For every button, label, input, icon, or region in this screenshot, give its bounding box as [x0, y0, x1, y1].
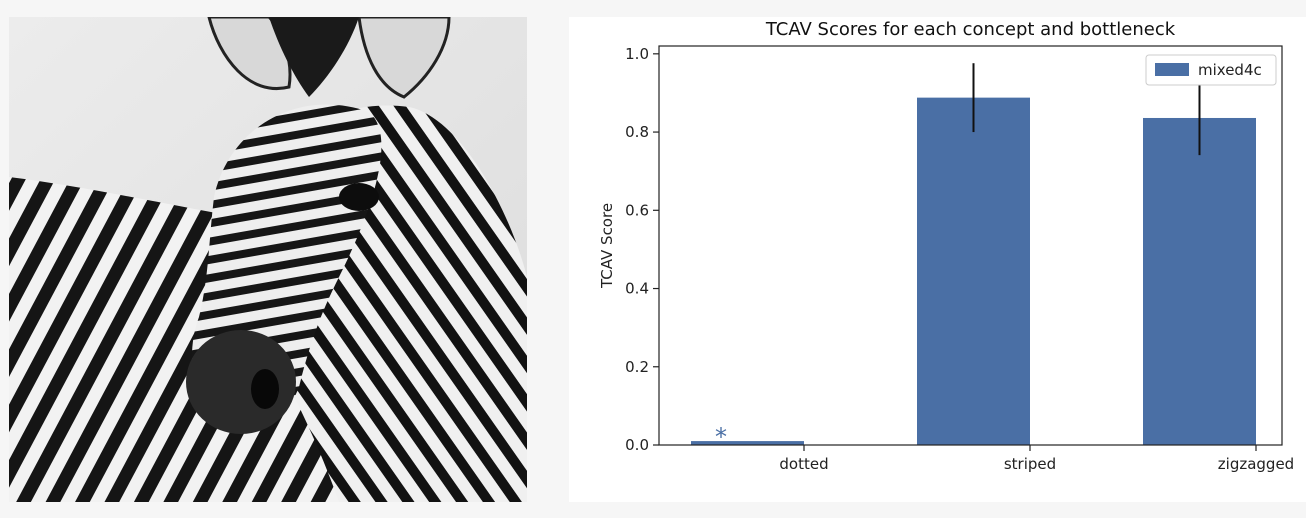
y-tick-label: 1.0 — [625, 45, 649, 63]
zebra-photo — [9, 17, 527, 502]
tcav-chart: TCAV Scores for each concept and bottlen… — [569, 17, 1306, 502]
bar-dotted — [691, 441, 804, 445]
legend: mixed4c — [1145, 54, 1277, 86]
legend-swatch — [1155, 63, 1189, 76]
significance-marker: * — [715, 423, 727, 451]
bar-striped — [917, 97, 1030, 446]
y-axis-label: TCAV Score — [598, 203, 616, 289]
legend-label: mixed4c — [1198, 61, 1262, 79]
x-tick-label-dotted: dotted — [779, 455, 828, 473]
y-tick-label: 0.0 — [625, 436, 649, 454]
y-tick-label: 0.4 — [625, 280, 649, 298]
x-tick-label-zigzagged: zigzagged — [1218, 455, 1294, 473]
y-tick-label: 0.2 — [625, 358, 649, 376]
bar-zigzagged — [1143, 117, 1256, 445]
zebra-image — [9, 17, 527, 502]
y-tick-label: 0.8 — [625, 123, 649, 141]
y-tick-label: 0.6 — [625, 201, 649, 219]
axes-frame — [658, 45, 1283, 446]
legend-box — [1145, 54, 1277, 86]
plot-area: 0.0 0.2 0.4 0.6 0.8 1.0 dotted striped zigzagged… — [625, 45, 1294, 473]
chart-canvas: TCAV Scores for each concept and bottlen… — [598, 19, 1294, 473]
x-tick-label-striped: striped — [1004, 455, 1056, 473]
chart-title: TCAV Scores for each concept and bottlen… — [765, 19, 1176, 40]
